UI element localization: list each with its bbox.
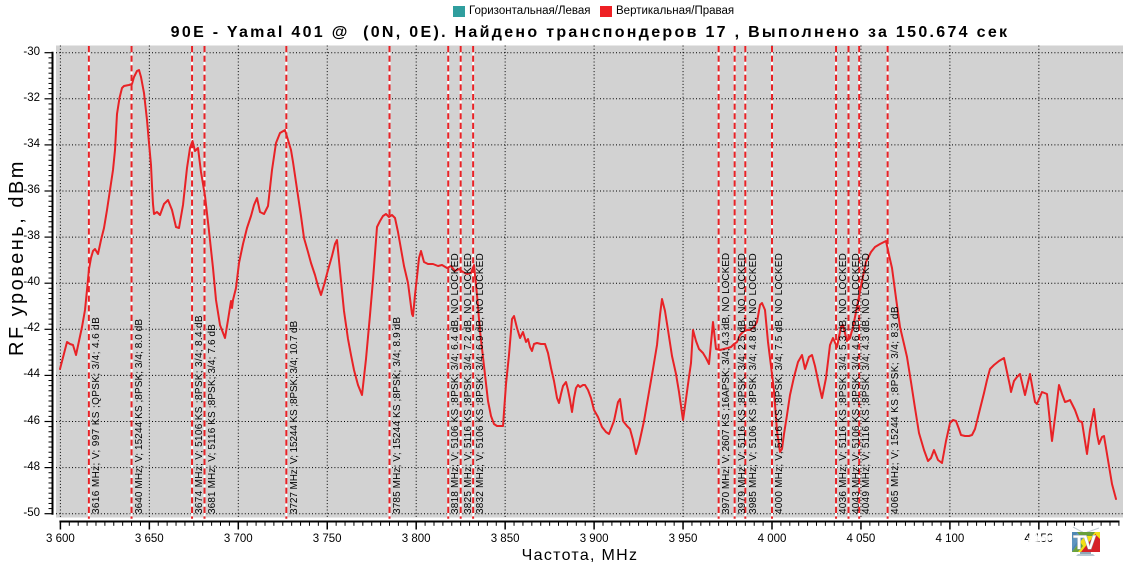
- svg-text:TV: TV: [1073, 533, 1096, 554]
